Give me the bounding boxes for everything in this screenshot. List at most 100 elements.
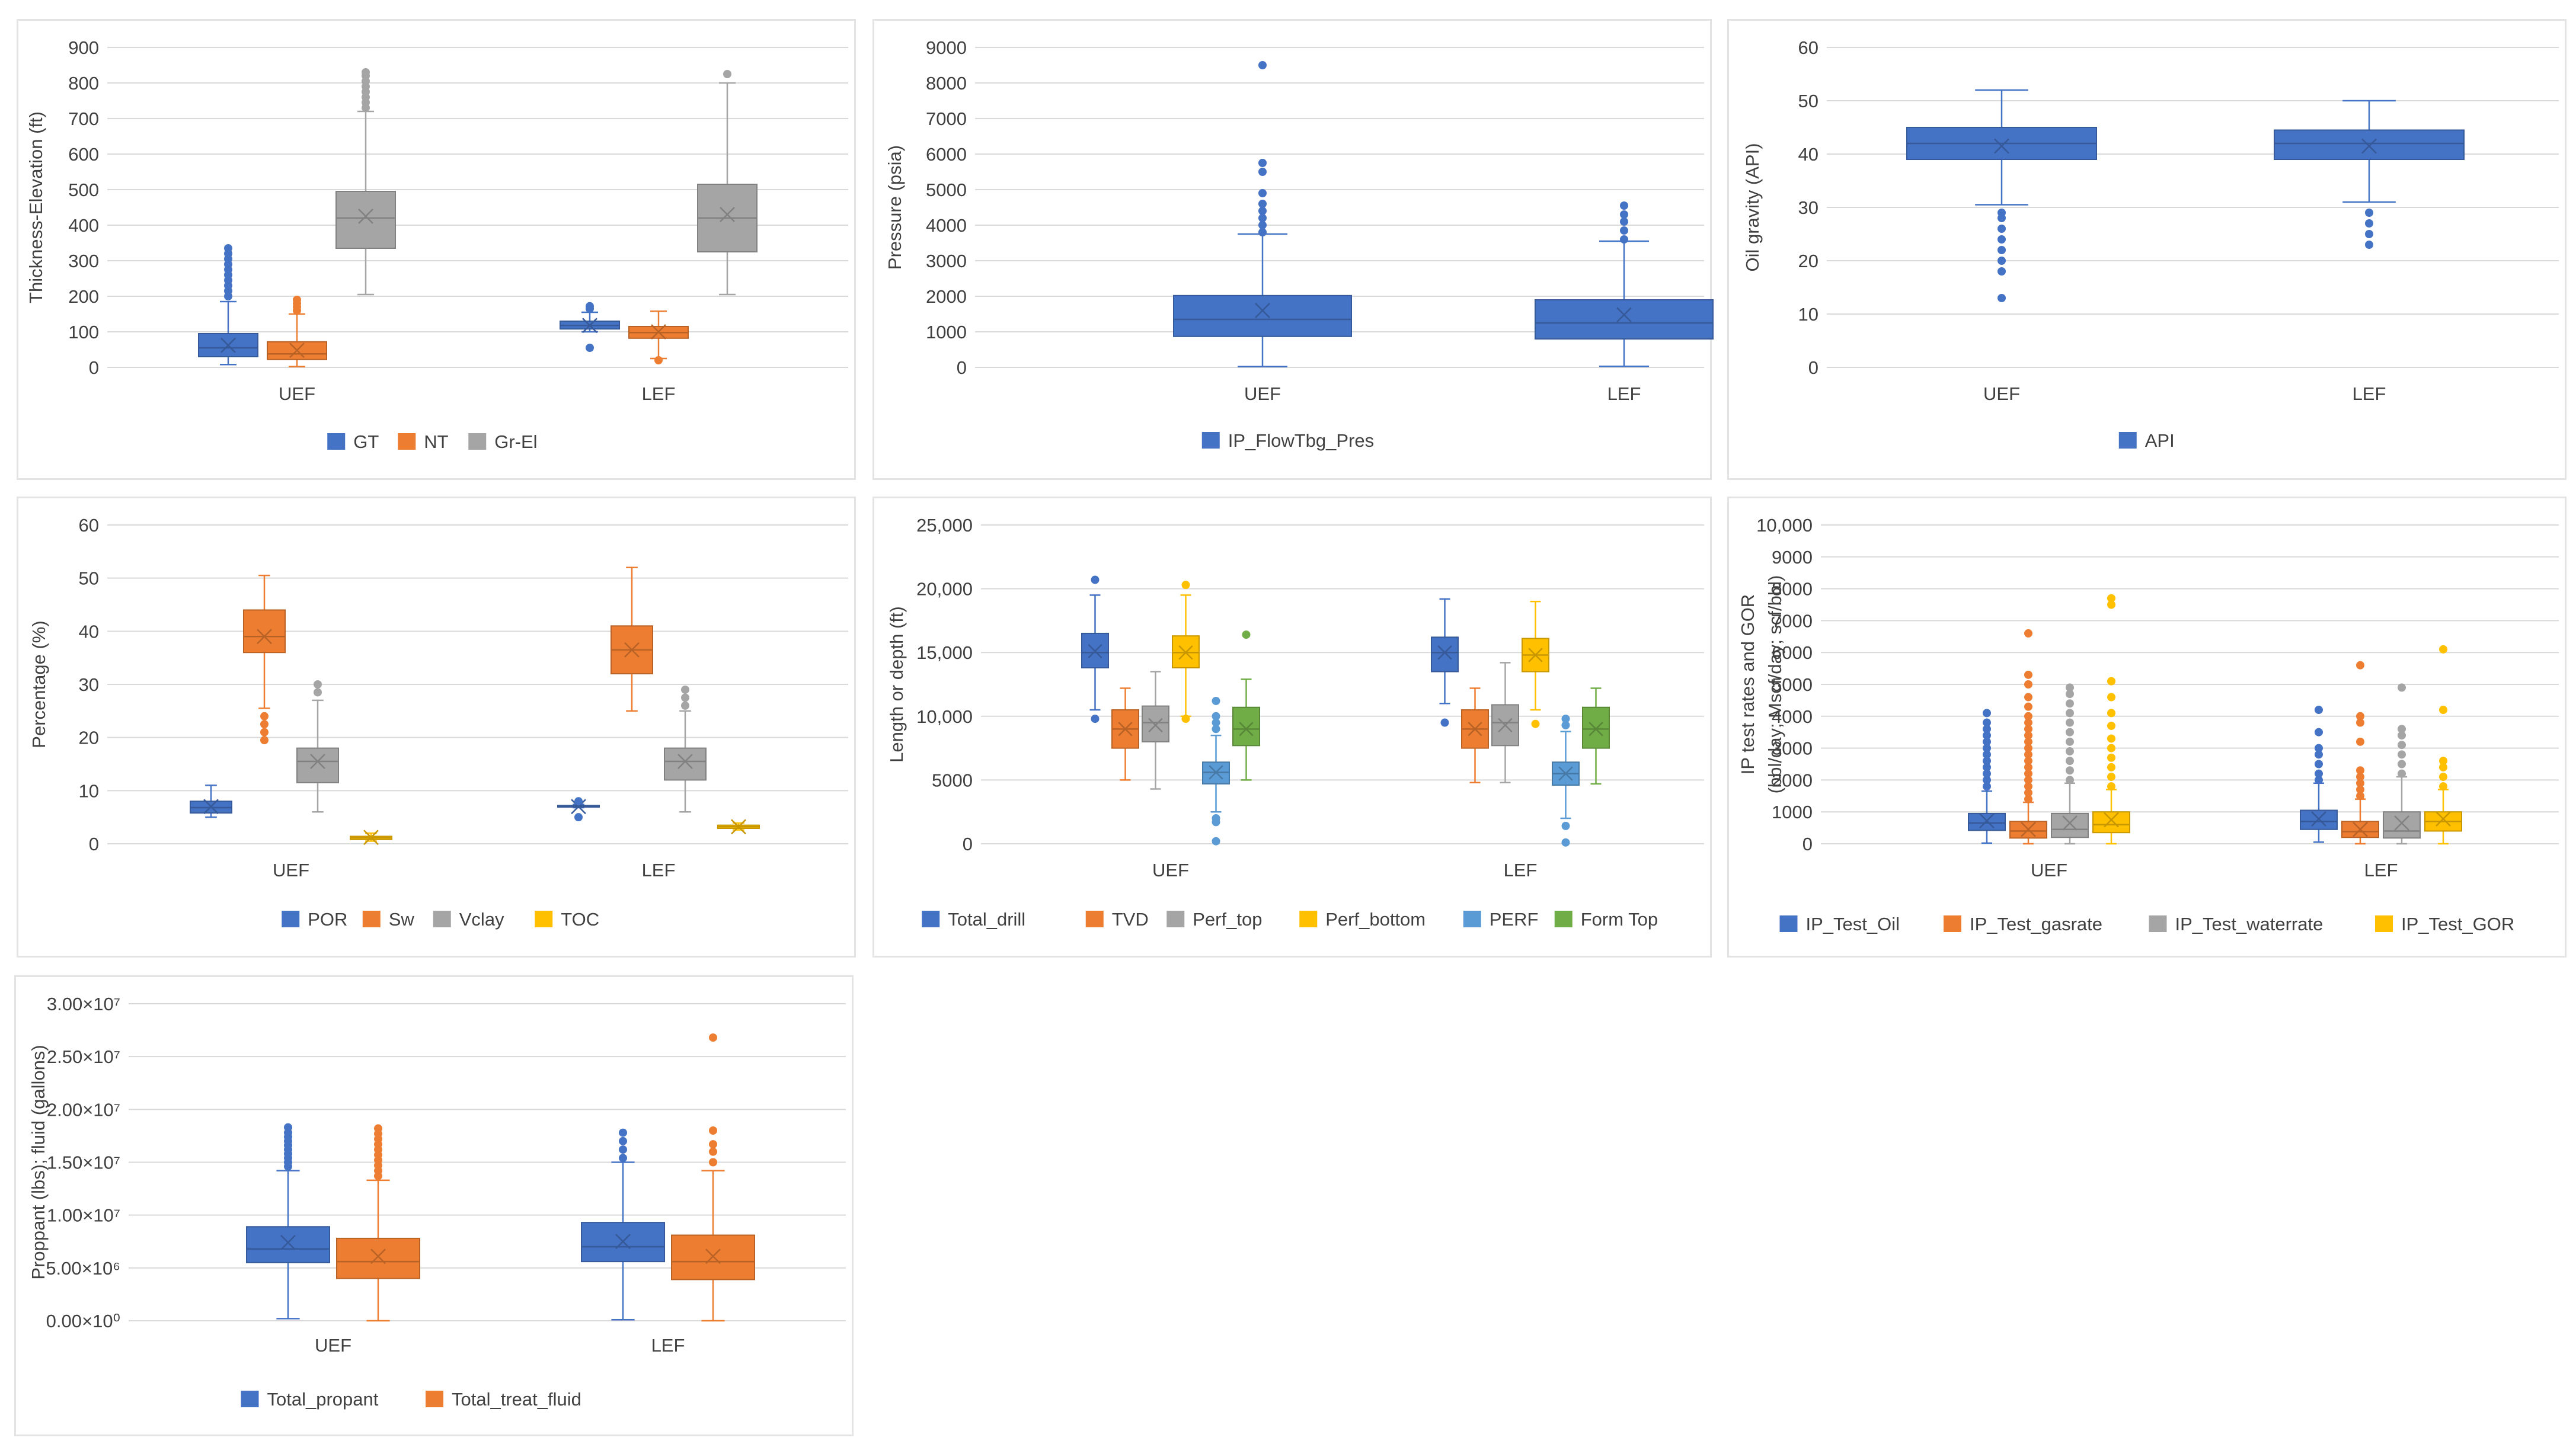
y-tick-label: 0 (957, 357, 967, 378)
y-tick-label: 500 (68, 180, 99, 200)
outlier-point (2107, 693, 2115, 702)
mean-marker (2104, 812, 2119, 828)
x-tick-label: UEF (279, 383, 315, 404)
outlier-point (2439, 757, 2447, 766)
box-IP_Test_gasrate-LEF (2341, 661, 2379, 845)
mean-marker (358, 209, 373, 224)
mean-marker (1088, 643, 1102, 659)
outlier-point (2107, 744, 2115, 753)
outlier-point (1258, 61, 1267, 69)
outlier-point (681, 701, 689, 710)
box-POR-LEF (557, 797, 600, 822)
legend-swatch (1166, 911, 1185, 927)
outlier-point (2066, 757, 2074, 766)
y-tick-label: 700 (68, 108, 99, 129)
legend-item-Perf_top: Perf_top (1166, 909, 1262, 930)
outlier-point (2107, 773, 2115, 782)
mean-marker (2361, 138, 2377, 154)
legend-swatch (2375, 915, 2393, 932)
outlier-point (619, 1136, 627, 1145)
y-tick-label: 3000 (926, 251, 967, 271)
mean-marker (705, 1248, 721, 1264)
legend-swatch (1201, 432, 1220, 449)
x-tick-label: LEF (2364, 860, 2398, 881)
outlier-point (1983, 718, 1991, 727)
y-tick-label: 20 (79, 728, 99, 748)
outlier-point (2107, 734, 2115, 743)
legend-item-API: API (2118, 430, 2175, 451)
mean-marker (1148, 718, 1163, 732)
outlier-point (2024, 629, 2032, 638)
y-tick-label: 600 (68, 144, 99, 165)
outlier-point (1620, 217, 1628, 226)
outlier-point (2356, 661, 2364, 670)
mean-marker (1437, 645, 1452, 660)
box-iqr (1232, 706, 1260, 747)
box-Form Top-UEF (1232, 630, 1260, 781)
outlier-point (314, 680, 322, 689)
y-tick-label: 2.50×10⁷ (47, 1046, 120, 1067)
panel-iptest: 0 1000 2000 3000 4000 5000 6000 7000 8000 9000 10,… (1727, 497, 2567, 958)
outlier-point (709, 1158, 717, 1167)
legend-item-Total_treat_fluid: Total_treat_fluid (426, 1389, 581, 1410)
box-Vclay-LEF (664, 685, 707, 813)
outlier-point (2024, 763, 2032, 771)
box-GT-LEF (560, 302, 620, 352)
outlier-point (2066, 683, 2074, 692)
mean-marker (582, 318, 597, 334)
outlier-point (1997, 235, 2006, 244)
y-tick-label: 2.00×10⁷ (47, 1099, 120, 1120)
y-tick-label: 25,000 (916, 515, 973, 536)
box-iqr (2051, 812, 2089, 838)
legend-item-POR: POR (282, 909, 347, 930)
box-iqr (1968, 812, 2006, 831)
y-axis-title: Percentage (%) (28, 620, 49, 748)
legend-item-Sw: Sw (362, 909, 414, 930)
outlier-point (2024, 788, 2032, 797)
y-axis-title: Thickness-Elevation (ft) (25, 111, 46, 303)
chart-proppant: 0.00×10⁰ 5.00×10⁶ 1.00×10⁷ 1.50×10⁷ 2.00×10⁷… (28, 994, 846, 1410)
outlier-point (1091, 575, 1100, 584)
y-tick-label: 15,000 (916, 642, 973, 663)
mean-marker (1994, 138, 2009, 154)
outlier-point (1620, 201, 1628, 210)
outlier-point (224, 244, 232, 252)
legend-item-TOC: TOC (535, 909, 599, 930)
outlier-point (1997, 209, 2006, 217)
outlier-point (2439, 763, 2447, 771)
box-iqr (246, 1226, 330, 1263)
y-tick-label: 60 (79, 515, 99, 536)
y-tick-label: 400 (68, 215, 99, 236)
outlier-point (2439, 706, 2447, 715)
y-tick-label: 10 (1798, 304, 1818, 325)
legend-label: Total_propant (267, 1389, 379, 1410)
outlier-point (586, 302, 594, 310)
y-tick-label: 1.50×10⁷ (47, 1152, 120, 1173)
y-tick-label: 50 (1798, 91, 1818, 111)
outlier-point (1983, 725, 1991, 734)
outlier-point (2107, 753, 2115, 762)
outlier-point (2356, 779, 2364, 787)
legend-swatch (1554, 911, 1573, 927)
outlier-point (2356, 712, 2364, 721)
legend-swatch (2149, 915, 2167, 932)
outlier-point (2365, 230, 2373, 238)
outlier-point (2024, 680, 2032, 689)
outlier-point (1258, 168, 1267, 176)
y-tick-label: 0.00×10⁰ (46, 1311, 120, 1331)
y-tick-label: 5000 (1772, 674, 1813, 695)
x-tick-label: UEF (1152, 860, 1189, 881)
legend-swatch (398, 433, 416, 450)
outlier-point (2107, 677, 2115, 686)
box-Total_drill-UEF (1081, 575, 1109, 723)
box-iqr (336, 1237, 420, 1279)
outlier-point (709, 1126, 717, 1135)
panel-api: 0 10 20 30 40 50 60 Oil gravity (API) UEF LEF API (1727, 19, 2567, 480)
outlier-point (2398, 760, 2406, 769)
x-tick-label: LEF (642, 860, 676, 881)
box-iqr (1142, 705, 1169, 742)
outlier-point (2365, 219, 2373, 228)
outlier-point (2398, 731, 2406, 740)
outlier-point (260, 728, 269, 737)
outlier-point (2315, 776, 2323, 785)
